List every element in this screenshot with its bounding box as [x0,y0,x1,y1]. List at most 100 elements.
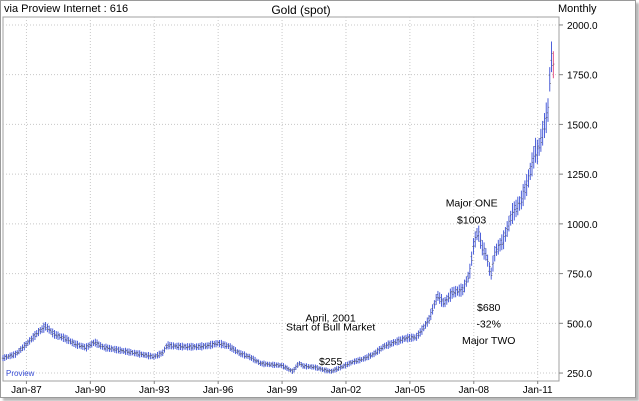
price-bar [445,294,449,305]
price-bar [99,342,102,350]
price-bar [179,342,182,350]
price-bar [333,367,337,373]
price-bar [353,358,356,365]
price-bar [505,221,509,237]
price-bar [459,283,463,297]
annotation-label: -32% [476,319,501,331]
price-bar [245,352,248,359]
price-bar [546,98,550,122]
price-bar [450,287,454,299]
source-label: via Proview Internet : 616 [4,3,129,15]
price-bar [550,41,553,73]
price-bar [422,324,425,332]
price-bar [163,346,166,353]
price-bar [339,364,342,371]
price-bar [456,286,459,296]
price-bar [250,355,253,361]
price-bar [21,344,24,352]
price-bar [145,352,148,359]
price-bar [165,343,168,350]
price-bar [369,352,372,359]
price-bar [198,342,202,351]
price-bar [420,325,424,335]
price-bar [410,333,413,342]
price-bar [438,292,441,304]
price-bar [248,353,251,361]
price-bar [172,342,175,350]
price-bar [326,368,330,374]
annotation-label: $680 [477,302,501,314]
price-bar [463,279,466,293]
price-bar [30,335,33,343]
price-bar [514,199,518,218]
price-bar [177,342,180,351]
y-tick-label: 1500.0 [567,120,598,131]
price-bar [136,350,140,358]
price-bar [518,196,521,211]
price-bar [186,343,189,351]
price-bar [489,267,493,280]
x-tick-label: Jan-11 [523,385,553,396]
price-bar [271,361,275,368]
price-bar [363,354,367,362]
price-bar [184,343,188,350]
price-bar [17,348,21,355]
price-bar [523,180,527,200]
price-bar [143,351,147,359]
price-bar [458,284,461,297]
price-bar [253,356,257,364]
price-bar [486,254,489,267]
price-bar [124,347,127,355]
price-bar [138,350,141,358]
price-bar [498,238,502,252]
y-tick-label: 2000.0 [567,21,598,32]
price-bar [156,351,159,359]
price-bar [383,342,386,350]
price-bar [301,362,305,369]
price-bar [259,360,262,366]
price-bar [294,364,298,371]
price-bar [71,338,74,347]
price-bar [399,336,402,344]
annotation-label: Major TWO [462,335,515,347]
price-bar [474,231,477,248]
price-bar [276,362,280,368]
price-bar [536,139,539,165]
price-bar [65,335,69,344]
price-bar [51,328,54,338]
gold-price-chart: 250.0 500.0 750.0 1000.0 1250.0 1500.0 1750.0 2… [1,16,598,396]
price-bar [466,271,470,283]
price-bar [461,283,464,296]
price-bar [493,245,496,262]
price-bar [520,190,523,210]
price-bar [344,362,347,369]
price-bar [268,361,271,368]
price-bar [292,366,296,373]
price-bar [205,342,209,350]
price-bar [413,334,417,341]
price-bar [159,350,163,357]
price-bar [440,293,443,307]
x-tick-label: Jan-05 [395,385,426,396]
price-bar [298,361,301,366]
x-tick-label: Jan-08 [459,385,490,396]
y-tick-label: 250.0 [567,369,592,380]
price-bar [39,327,42,335]
price-bar [23,341,26,351]
price-bar [56,331,60,340]
price-bar [282,363,285,370]
price-bar [264,361,267,367]
price-bar [465,276,468,287]
price-bar [406,333,409,343]
price-bar [8,352,12,360]
price-bar [521,183,525,207]
price-bar [548,67,551,92]
price-bar [358,356,362,364]
price-bar [260,360,264,367]
price-bar [26,339,30,346]
price-bar [92,339,95,346]
price-bar [76,340,79,349]
price-bar [104,343,108,352]
price-bar [529,162,532,180]
price-bar [102,344,106,351]
